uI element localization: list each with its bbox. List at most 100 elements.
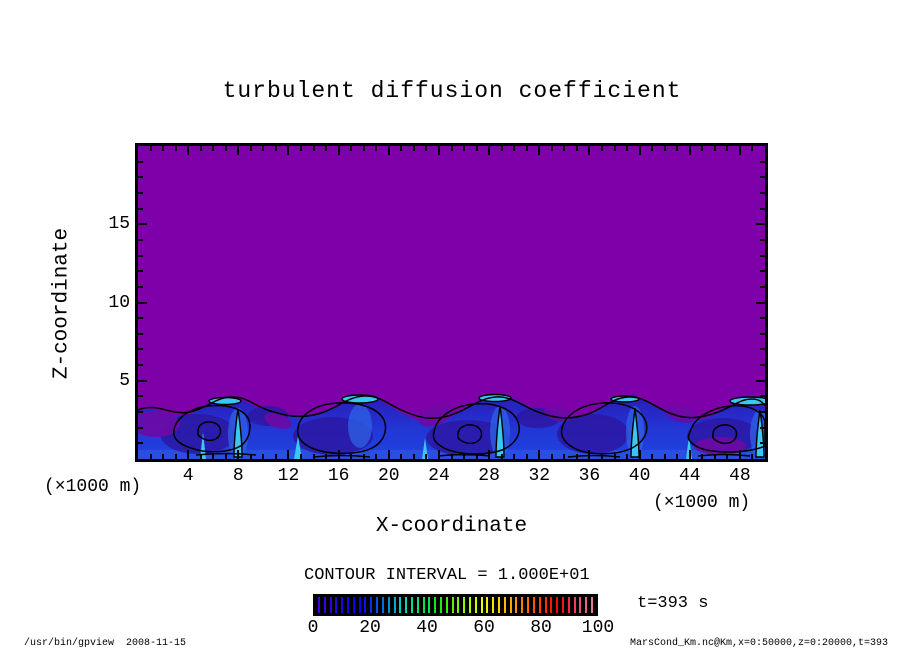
x-tick-top — [475, 146, 478, 151]
x-tick — [425, 454, 428, 459]
z-tick-right — [760, 160, 765, 163]
colorbar-stripe — [457, 597, 460, 613]
colorbar-stripe — [556, 597, 559, 613]
colorbar-tick-label: 0 — [307, 618, 319, 638]
z-tick-right — [760, 317, 765, 320]
z-tick-right — [760, 395, 765, 398]
x-tick — [738, 450, 741, 459]
x-tick-top — [412, 146, 415, 151]
z-axis-unit: (×1000 m) — [44, 477, 142, 497]
z-tick — [138, 223, 147, 226]
x-tick-label: 16 — [327, 466, 350, 486]
z-tick-right — [760, 254, 765, 257]
z-tick — [138, 317, 143, 320]
x-tick-top — [588, 146, 591, 155]
x-tick-top — [162, 146, 165, 151]
x-tick-top — [400, 146, 403, 151]
x-tick — [212, 454, 215, 459]
x-tick-top — [249, 146, 252, 151]
x-tick-top — [237, 146, 240, 155]
colorbar-tick-labels: 0 20 40 60 80 100 — [308, 618, 615, 638]
x-tick — [550, 454, 553, 459]
x-tick-top — [525, 146, 528, 151]
colorbar-stripe — [434, 597, 437, 613]
colorbar-stripe — [410, 597, 413, 613]
x-tick — [613, 454, 616, 459]
x-tick-top — [550, 146, 553, 151]
x-tick — [249, 454, 252, 459]
plot-title: turbulent diffusion coefficient — [222, 78, 682, 104]
x-tick — [726, 454, 729, 459]
colorbar-stripe — [347, 597, 350, 613]
x-tick-top — [651, 146, 654, 151]
x-tick-top — [187, 146, 190, 155]
x-tick — [362, 454, 365, 459]
colorbar-tick-label: 20 — [359, 618, 381, 638]
x-tick-top — [300, 146, 303, 151]
colorbar-stripe — [509, 597, 512, 613]
footer-program-date: /usr/bin/gpview 2008-11-15 — [24, 638, 187, 649]
colorbar-stripe — [573, 597, 576, 613]
colorbar-tick-label: 100 — [581, 618, 615, 638]
colorbar-stripe — [515, 597, 518, 613]
x-tick-label: 28 — [478, 466, 500, 486]
colorbar-stripe — [381, 597, 384, 613]
x-axis-title: X-coordinate — [375, 515, 528, 538]
colorbar — [313, 594, 598, 616]
colorbar-stripe — [492, 597, 495, 613]
colorbar-stripe — [521, 597, 524, 613]
x-tick — [375, 454, 378, 459]
x-tick — [488, 450, 491, 459]
x-tick-top — [274, 146, 277, 151]
x-tick-label: 8 — [232, 466, 244, 486]
x-tick-top — [563, 146, 566, 151]
z-tick — [138, 238, 143, 241]
colorbar-stripe — [486, 597, 489, 613]
z-tick — [138, 348, 143, 351]
x-tick — [713, 454, 716, 459]
x-tick — [513, 454, 516, 459]
x-tick-label: 12 — [277, 466, 300, 486]
x-tick — [525, 454, 528, 459]
x-tick-top — [676, 146, 679, 151]
x-tick-top — [425, 146, 428, 151]
x-tick — [688, 450, 691, 459]
x-tick — [626, 454, 629, 459]
x-tick — [400, 454, 403, 459]
x-tick — [638, 450, 641, 459]
x-tick — [312, 454, 315, 459]
colorbar-stripe — [399, 597, 402, 613]
x-tick — [538, 450, 541, 459]
z-tick-right — [760, 270, 765, 273]
x-tick-top — [262, 146, 265, 151]
colorbar-stripe — [538, 597, 541, 613]
contour-plot-area — [135, 143, 768, 462]
z-tick-right — [760, 332, 765, 335]
colorbar-stripe — [561, 597, 564, 613]
x-tick-top — [325, 146, 328, 151]
colorbar-stripe — [451, 597, 454, 613]
colorbar-stripe — [335, 597, 338, 613]
axis-ticks — [138, 146, 765, 459]
z-tick-right — [756, 301, 765, 304]
x-tick-top — [638, 146, 641, 155]
z-tick-right — [760, 426, 765, 429]
x-tick-top — [663, 146, 666, 151]
colorbar-stripe — [527, 597, 530, 613]
contour-interval-label: CONTOUR INTERVAL = 1.000E+01 — [304, 566, 590, 585]
colorbar-stripe — [416, 597, 419, 613]
z-tick-right — [760, 348, 765, 351]
z-tick — [138, 160, 143, 163]
x-tick — [274, 454, 277, 459]
z-tick-right — [760, 364, 765, 367]
x-tick-label: 48 — [729, 466, 751, 486]
x-tick-top — [387, 146, 390, 155]
x-tick-top — [726, 146, 729, 151]
x-tick — [588, 450, 591, 459]
colorbar-stripe — [532, 597, 535, 613]
x-tick — [387, 450, 390, 459]
x-tick-top — [212, 146, 215, 151]
x-tick — [463, 454, 466, 459]
x-tick — [224, 454, 227, 459]
